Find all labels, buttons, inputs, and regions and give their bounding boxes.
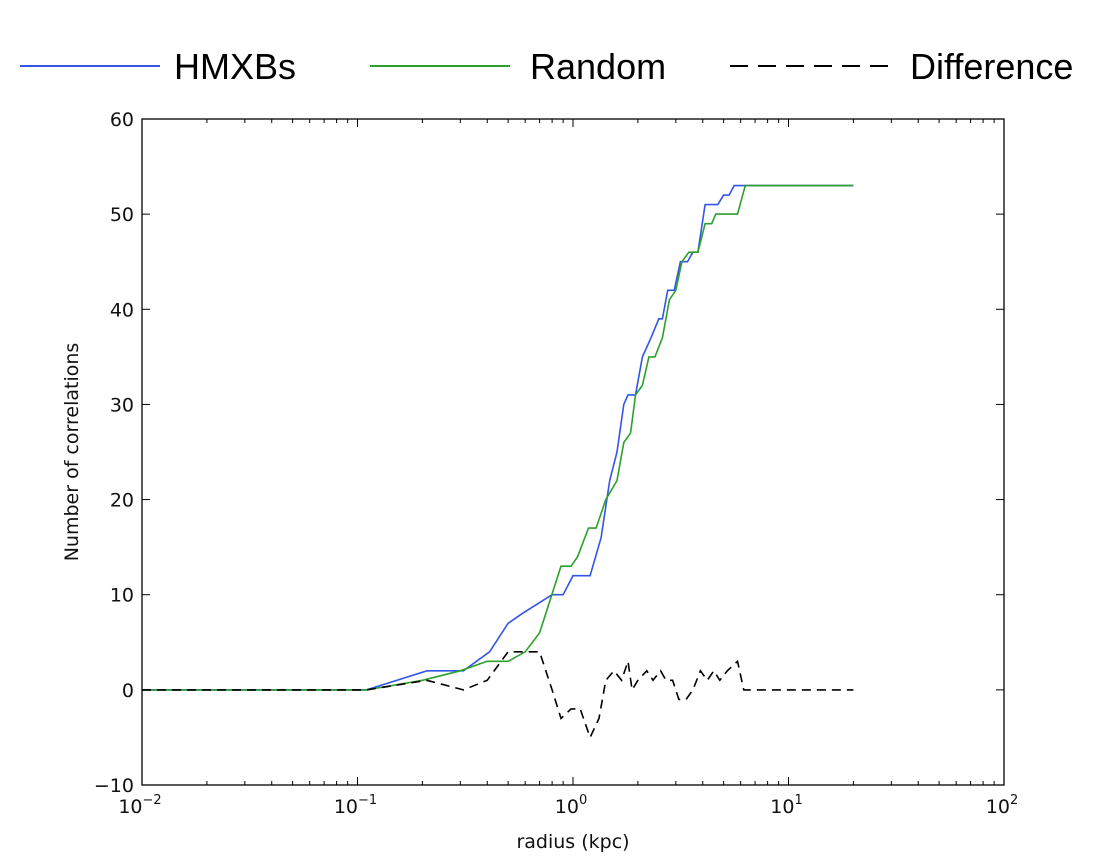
x-tick-label: 10−2 <box>118 793 161 818</box>
ticks-layer <box>141 118 1005 786</box>
series-layer <box>142 184 854 740</box>
legend-label-hmxbs: HMXBs <box>174 46 296 87</box>
y-tick-label: 60 <box>110 109 134 131</box>
series-line-hmxbs <box>142 184 854 691</box>
tick-labels-layer: −10 0 10 20 30 40 50 60 10−2 10−1 100 101 102 <box>94 109 1018 818</box>
y-tick-label: 50 <box>110 204 134 226</box>
x-tick-label: 100 <box>555 793 587 818</box>
x-tick-label: 102 <box>986 793 1018 818</box>
y-tick-label: 40 <box>110 299 134 321</box>
y-tick-label: 20 <box>110 490 134 512</box>
plot-frame <box>141 118 1005 786</box>
x-tick-label: 101 <box>770 793 802 818</box>
legend: HMXBs Random Difference <box>20 46 1073 87</box>
legend-label-difference: Difference <box>910 46 1073 87</box>
y-tick-label: 30 <box>110 394 134 416</box>
legend-label-random: Random <box>530 46 666 87</box>
y-tick-label: −10 <box>94 775 134 797</box>
x-tick-label: 10−1 <box>334 793 377 818</box>
series-line-random <box>142 184 854 691</box>
series-line-difference <box>142 650 854 740</box>
y-tick-label: 0 <box>122 680 134 702</box>
y-axis-label: Number of correlations <box>61 343 83 562</box>
y-tick-label: 10 <box>110 585 134 607</box>
x-axis-label: radius (kpc) <box>516 831 629 853</box>
